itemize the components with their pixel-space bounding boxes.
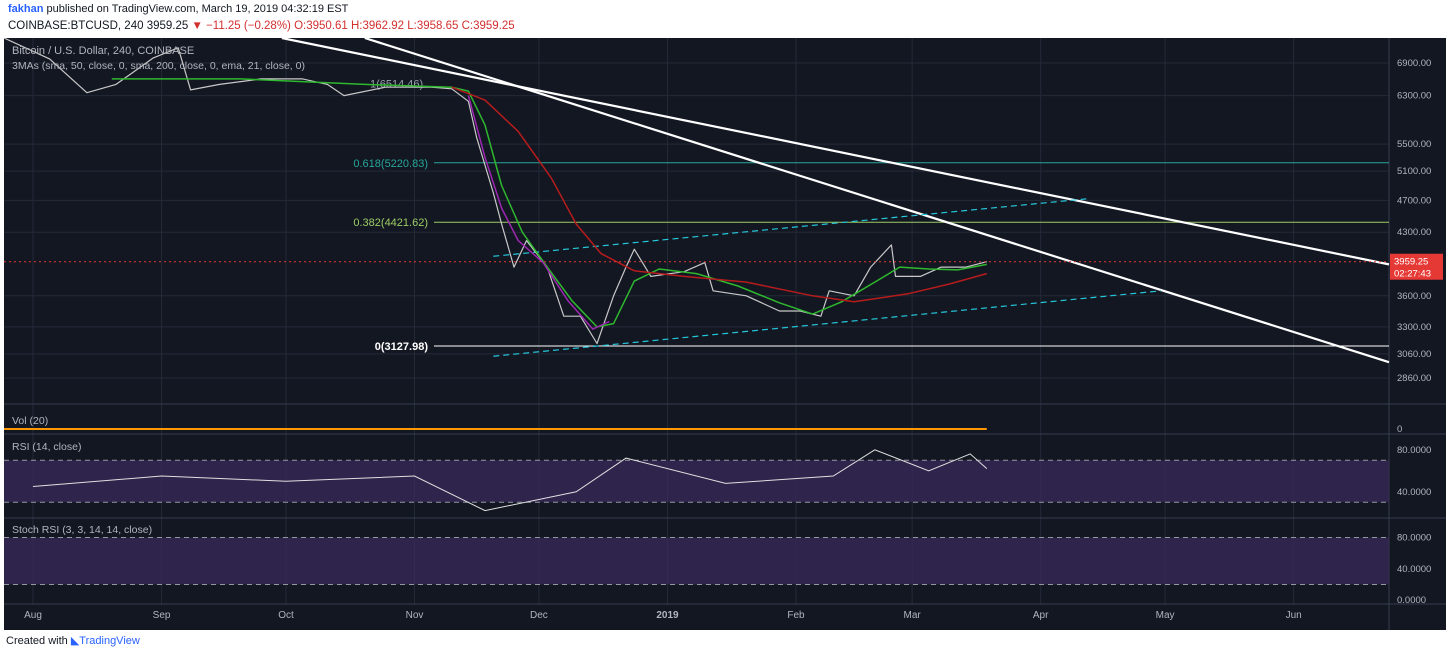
- last-price-label: 3959.25: [1394, 257, 1428, 268]
- rsi-y-tick: 80.0000: [1397, 445, 1431, 456]
- x-tick-label: Feb: [787, 610, 805, 621]
- publish-info: published on TradingView.com, March 19, …: [43, 3, 349, 15]
- stoch-y-tick: 0.0000: [1397, 595, 1426, 606]
- rsi-y-tick: 40.0000: [1397, 487, 1431, 498]
- y-tick-label: 3300.00: [1397, 322, 1431, 333]
- publish-line: fakhan published on TradingView.com, Mar…: [8, 3, 348, 15]
- x-tick-label: 2019: [656, 610, 679, 621]
- plot-background: [4, 38, 1389, 604]
- y-tick-label: 4700.00: [1397, 195, 1431, 206]
- y-tick-label: 3600.00: [1397, 291, 1431, 302]
- footer: Created with ◣TradingView: [6, 634, 140, 647]
- ma50-series-line: [111, 78, 987, 328]
- volume-y-tick: 0: [1397, 424, 1402, 435]
- fib-level-label: 0.618(5220.83): [353, 158, 428, 170]
- downtrend-2-line: [364, 38, 1390, 364]
- close-series-line: [4, 38, 987, 345]
- stoch-title: Stoch RSI (3, 3, 14, 14, close): [12, 524, 152, 536]
- y-tick-label: 5500.00: [1397, 139, 1431, 150]
- x-tick-label: May: [1156, 610, 1175, 621]
- time-axis-background: [4, 604, 1389, 630]
- price-change: −11.25 (−0.28%): [206, 20, 291, 32]
- chart-title: Bitcoin / U.S. Dollar, 240, COINBASE: [12, 45, 194, 57]
- stoch-y-tick: 40.0000: [1397, 564, 1431, 575]
- ohlc-values: O:3950.61 H:3962.92 L:3958.65 C:3959.25: [294, 20, 515, 32]
- stoch-y-tick: 80.0000: [1397, 533, 1431, 544]
- fib-level-label: 0.382(4421.62): [353, 217, 428, 229]
- chart-header: fakhan published on TradingView.com, Mar…: [4, 0, 1444, 36]
- countdown-label: 02:27:43: [1394, 269, 1431, 280]
- y-tick-label: 4300.00: [1397, 227, 1431, 238]
- price-chart[interactable]: Aug Sep Oct Nov Dec 2019 Feb Mar Apr May Jun 6900.0…: [4, 38, 1446, 630]
- created-with: Created with: [6, 635, 68, 647]
- x-tick-label: Nov: [406, 610, 424, 621]
- x-tick-label: Mar: [904, 610, 922, 621]
- tradingview-brand[interactable]: TradingView: [79, 635, 140, 647]
- symbol-line: COINBASE:BTCUSD, 240 3959.25 ▼ −11.25 (−…: [8, 20, 515, 32]
- volume-title: Vol (20): [12, 415, 48, 427]
- channel-lower-line: [493, 290, 1161, 357]
- y-tick-label: 6900.00: [1397, 58, 1431, 69]
- x-tick-label: Jun: [1286, 610, 1302, 621]
- ma200-series-line: [451, 86, 988, 303]
- rsi-title: RSI (14, close): [12, 441, 81, 453]
- rsi-line: [32, 449, 988, 512]
- ema21-series-line: [467, 95, 610, 330]
- rsi-band: [4, 460, 1389, 503]
- indicator-label: 3MAs (sma, 50, close, 0, sma, 200, close…: [12, 60, 305, 72]
- x-tick-label: Sep: [153, 610, 171, 621]
- x-tick-label: Oct: [278, 610, 294, 621]
- x-tick-label: Dec: [530, 610, 548, 621]
- stoch-band: [4, 537, 1389, 585]
- price-axis-background: [1389, 38, 1446, 630]
- symbol-label: COINBASE:BTCUSD, 240: [8, 20, 144, 32]
- y-tick-label: 3060.00: [1397, 349, 1431, 360]
- fib-level-label: 0(3127.98): [375, 341, 429, 353]
- x-tick-label: Aug: [24, 610, 42, 621]
- tradingview-logo-icon: ◣: [70, 635, 80, 647]
- last-price-marker: [1390, 253, 1443, 280]
- down-arrow-icon: ▼: [191, 20, 203, 32]
- y-tick-label: 5100.00: [1397, 166, 1431, 177]
- last-price: 3959.25: [146, 20, 189, 32]
- y-tick-label: 6300.00: [1397, 91, 1431, 102]
- y-tick-label: 2860.00: [1397, 373, 1431, 384]
- x-tick-label: Apr: [1033, 610, 1049, 621]
- downtrend-1-line: [281, 38, 1390, 266]
- author-link[interactable]: fakhan: [8, 3, 44, 15]
